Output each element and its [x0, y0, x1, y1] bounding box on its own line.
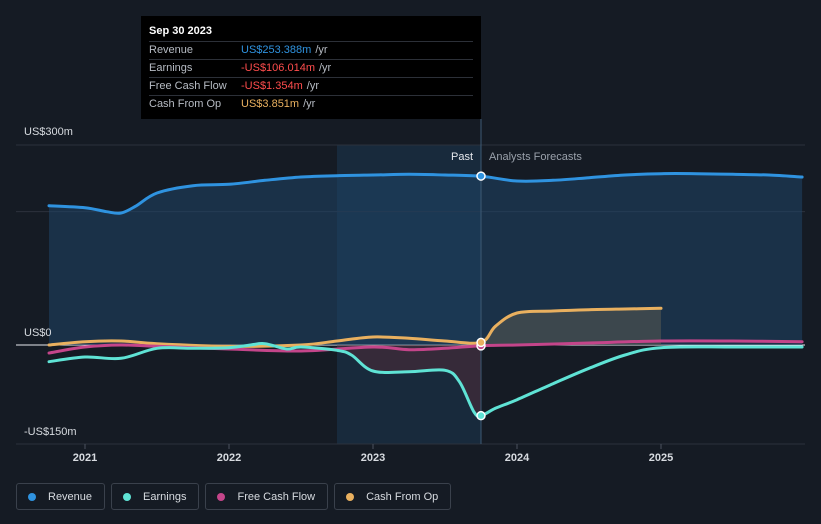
x-tick-label: 2021: [73, 452, 97, 464]
legend-label: Earnings: [143, 490, 187, 503]
legend-item-earnings[interactable]: Earnings: [111, 483, 200, 510]
tooltip-value: -US$1.354m: [241, 80, 303, 92]
legend-dot-icon: [217, 492, 226, 501]
legend-label: Cash From Op: [366, 490, 439, 503]
legend: Revenue Earnings Free Cash Flow Cash Fro…: [16, 483, 452, 510]
x-tick-label: 2025: [649, 452, 673, 464]
series-line-earnings: [47, 342, 804, 418]
marker-cash-from-op: [476, 337, 486, 348]
tooltip-value: US$3.851m: [241, 98, 300, 110]
y-tick-label-top: US$300m: [24, 126, 73, 138]
tooltip-label: Free Cash Flow: [149, 80, 227, 92]
tooltip-label: Cash From Op: [149, 98, 222, 110]
forecast-label: Analysts Forecasts: [489, 151, 582, 163]
tooltip-date: Sep 30 2023: [149, 25, 212, 37]
marker-earnings: [476, 410, 486, 421]
tooltip-label: Earnings: [149, 62, 193, 74]
marker-revenue: [476, 171, 486, 181]
area-earnings-past: [337, 345, 481, 416]
legend-item-cash-from-op[interactable]: Cash From Op: [334, 483, 452, 510]
legend-label: Free Cash Flow: [237, 490, 316, 503]
y-tick-label-zero: US$0: [24, 327, 52, 339]
x-tick-label: 2022: [217, 452, 241, 464]
legend-dot-icon: [123, 492, 132, 501]
series-line-revenue: [47, 172, 804, 215]
legend-dot-icon: [346, 492, 355, 501]
tooltip-value: -US$106.014m: [241, 62, 315, 74]
tooltip-unit: /yr: [319, 62, 332, 74]
x-tick-label: 2023: [361, 452, 385, 464]
tooltip-unit: /yr: [315, 44, 328, 56]
area-cash-from-op-forecast: [481, 308, 661, 345]
tooltip: Sep 30 2023 Revenue US$253.388m /yr Earn…: [141, 16, 481, 119]
tooltip-row-cash-from-op: Cash From Op US$3.851m /yr: [149, 95, 473, 113]
series-line-cash-from-op: [47, 306, 663, 348]
legend-dot-icon: [28, 492, 36, 501]
tooltip-unit: /yr: [303, 98, 316, 110]
past-label: Past: [451, 151, 473, 163]
area-revenue: [49, 173, 803, 345]
tooltip-row-revenue: Revenue US$253.388m /yr: [149, 41, 473, 59]
y-tick-label-bottom: -US$150m: [24, 426, 77, 438]
tooltip-unit: /yr: [306, 80, 319, 92]
tooltip-row-free-cash-flow: Free Cash Flow -US$1.354m /yr: [149, 77, 473, 95]
legend-label: Revenue: [48, 490, 93, 503]
legend-item-revenue[interactable]: Revenue: [16, 483, 106, 510]
series-line-free-cash-flow: [47, 339, 804, 355]
tooltip-value: US$253.388m: [241, 44, 312, 56]
legend-item-free-cash-flow[interactable]: Free Cash Flow: [205, 483, 329, 510]
tooltip-label: Revenue: [149, 44, 194, 56]
x-tick-label: 2024: [505, 452, 530, 464]
tooltip-row-earnings: Earnings -US$106.014m /yr: [149, 59, 473, 77]
